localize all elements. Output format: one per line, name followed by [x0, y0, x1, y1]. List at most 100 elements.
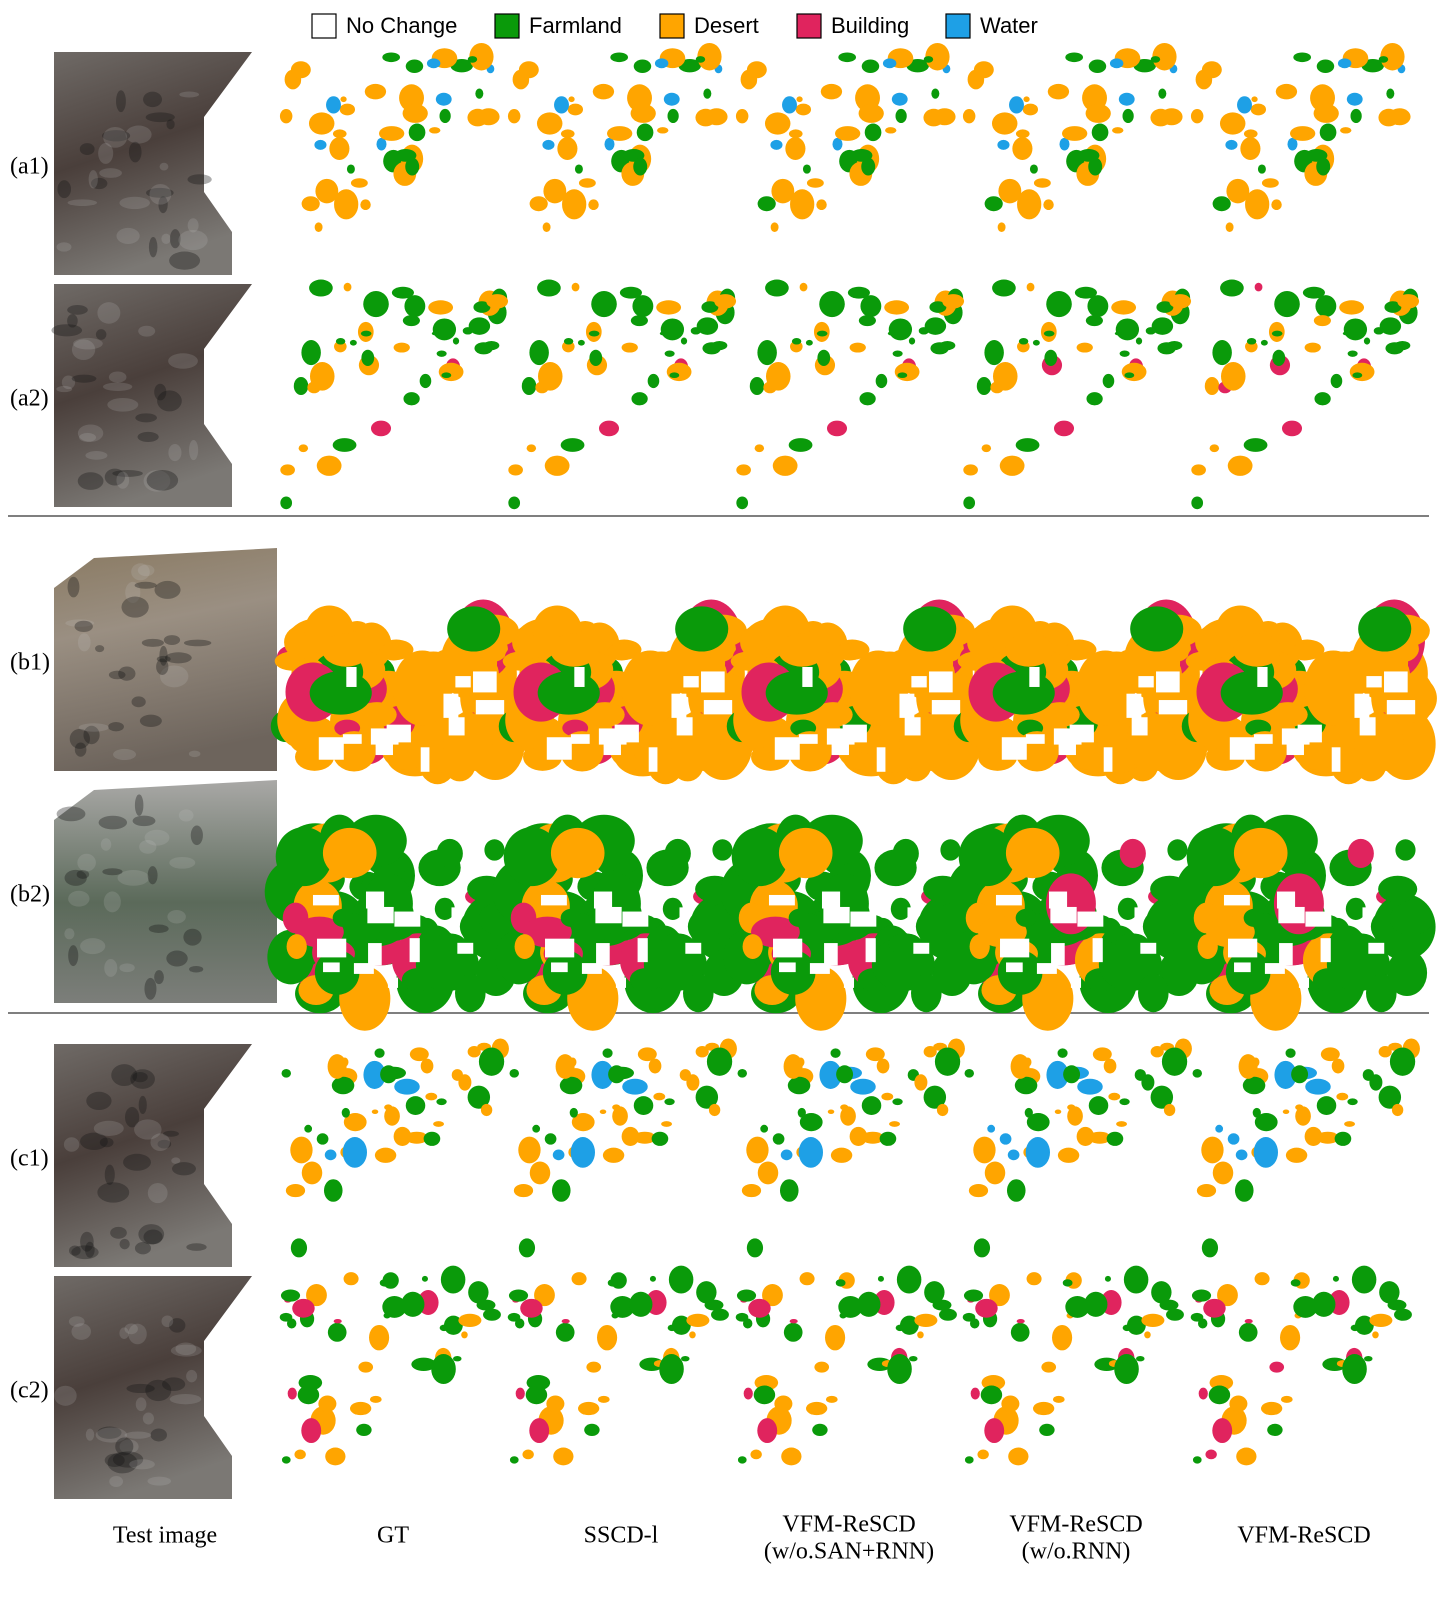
map-gap [1230, 737, 1255, 759]
image-texture [116, 472, 129, 489]
map-region [561, 909, 582, 927]
map-gap [476, 700, 504, 714]
map-region [974, 1238, 990, 1257]
map-region [1063, 1065, 1080, 1083]
map-region [1364, 338, 1370, 345]
map-region [1000, 1133, 1012, 1144]
map-region [893, 839, 919, 868]
map-region [985, 196, 1003, 211]
map-gap [1002, 737, 1027, 759]
map-region [608, 1065, 625, 1083]
map-region [781, 1448, 801, 1466]
map-gap [1368, 943, 1384, 954]
image-texture [116, 90, 126, 112]
map-region [433, 1121, 444, 1127]
map-region [664, 1098, 674, 1105]
map-region [876, 374, 888, 388]
map-region [1272, 350, 1285, 366]
map-region [380, 1279, 390, 1286]
row-label: (a2) [10, 386, 49, 412]
map-region [280, 464, 295, 475]
map-region [436, 1098, 446, 1105]
map-region [380, 1065, 397, 1083]
map-region [1236, 1448, 1256, 1466]
map-region [1136, 1356, 1144, 1361]
map-region [302, 196, 320, 211]
map-region [532, 1125, 540, 1133]
change-map [510, 1038, 737, 1257]
map-region [974, 61, 994, 78]
map-region [597, 1325, 617, 1350]
image-texture [189, 966, 203, 973]
map-gap [1077, 912, 1103, 927]
map-region [287, 1318, 296, 1328]
map-region [817, 350, 830, 366]
figure: No ChangeFarmlandDesertBuildingWater(a1)… [0, 0, 1437, 1598]
map-region [1358, 606, 1411, 651]
map-gap [929, 671, 953, 692]
image-texture [134, 1119, 161, 1139]
legend-swatch [312, 14, 336, 38]
change-map [1182, 600, 1437, 785]
image-texture [149, 184, 171, 205]
map-region [1234, 828, 1288, 878]
map-region [660, 332, 668, 336]
map-region [575, 164, 583, 173]
map-region [982, 444, 992, 452]
map-region [659, 1354, 684, 1384]
map-gap [779, 962, 796, 972]
map-region [1027, 1272, 1042, 1285]
map-region [315, 222, 323, 232]
map-gap [574, 667, 584, 687]
map-region [914, 1314, 937, 1327]
image-texture [166, 951, 187, 967]
map-region [754, 1386, 775, 1405]
map-region [975, 1299, 997, 1318]
map-region [1291, 1065, 1308, 1083]
map-region [681, 338, 687, 345]
change-map [954, 600, 1209, 785]
map-region [831, 1148, 852, 1163]
map-region [1320, 124, 1337, 142]
map-gap [905, 717, 921, 735]
map-region [1286, 1148, 1307, 1163]
map-region [1267, 1424, 1282, 1436]
map-region [510, 1069, 519, 1078]
map-region [836, 1279, 846, 1286]
map-region [812, 1424, 827, 1436]
map-region [1136, 338, 1142, 345]
map-region [862, 1096, 882, 1115]
map-region [551, 828, 605, 878]
change-map [736, 43, 956, 232]
map-region [1258, 164, 1266, 173]
map-region [985, 1161, 1005, 1184]
change-map [271, 600, 526, 785]
change-map [736, 1266, 957, 1466]
map-region [1111, 300, 1136, 314]
image-texture [71, 1323, 91, 1340]
map-region [998, 222, 1006, 232]
map-region [631, 104, 656, 123]
map-region [1205, 377, 1219, 395]
map-region [648, 374, 660, 388]
map-gap [638, 938, 648, 962]
change-map [965, 1038, 1192, 1257]
image-texture [135, 582, 157, 589]
map-region [689, 1331, 696, 1338]
map-gap [1321, 938, 1331, 962]
map-region [1162, 1047, 1187, 1075]
map-region [669, 1266, 693, 1294]
map-region [1103, 374, 1115, 388]
map-region [1333, 1276, 1339, 1282]
map-region [964, 1289, 983, 1301]
map-gap [1000, 939, 1029, 958]
map-region [848, 287, 870, 299]
map-region [401, 1292, 424, 1317]
map-region [738, 1456, 747, 1463]
map-region [475, 89, 483, 99]
map-gap [1159, 700, 1187, 714]
map-gap [1051, 943, 1065, 965]
map-region [530, 196, 548, 211]
map-region [479, 1047, 504, 1075]
map-region [757, 340, 776, 365]
